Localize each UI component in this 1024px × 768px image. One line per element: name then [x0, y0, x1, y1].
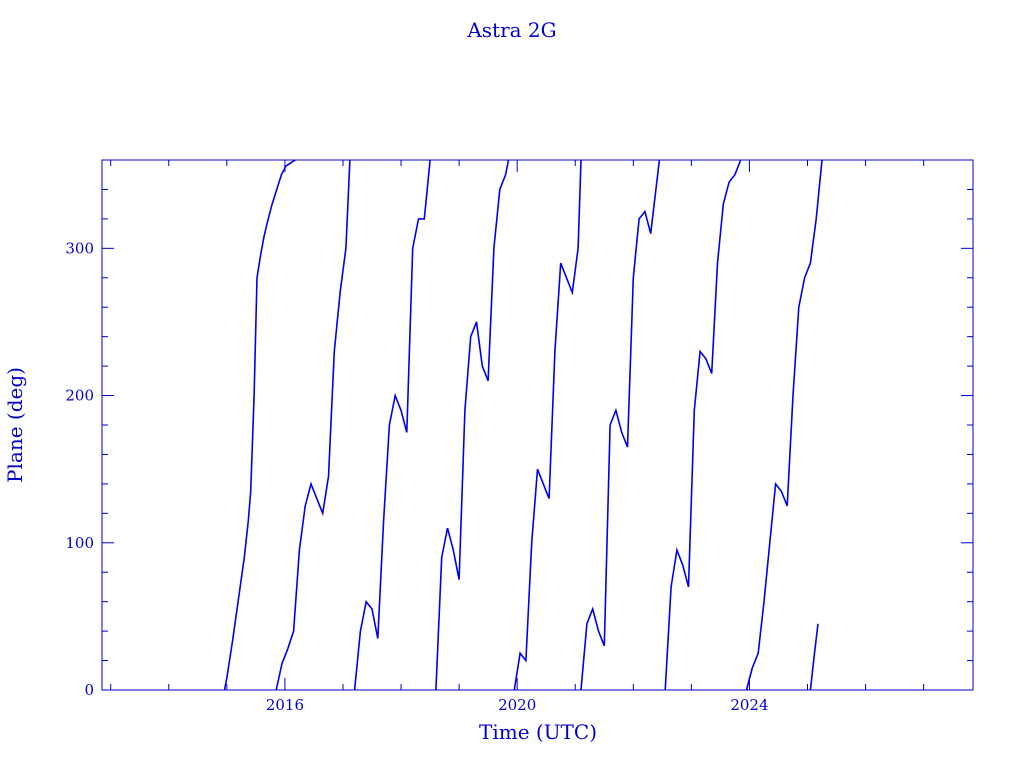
x-tick-label: 2020	[498, 696, 536, 714]
series-line-3	[353, 159, 431, 691]
series-line-9	[809, 623, 819, 691]
series-line-6	[580, 159, 661, 691]
y-tick-label: 300	[65, 239, 94, 257]
series-line-5	[513, 159, 582, 691]
plot-frame	[101, 159, 974, 691]
y-axis-label: Plane (deg)	[3, 367, 27, 483]
series-line-2	[275, 159, 351, 691]
x-tick-label: 2016	[266, 696, 304, 714]
axis-ticks: 2016 2020 2024 0 100 200 300	[65, 159, 973, 714]
series-line-8	[745, 159, 823, 691]
plot-data	[223, 159, 823, 691]
x-tick-label: 2024	[730, 696, 768, 714]
chart-title: Astra 2G	[466, 18, 556, 42]
series-line-1	[223, 159, 296, 691]
y-tick-label: 200	[65, 387, 94, 405]
y-tick-label: 100	[65, 534, 94, 552]
x-axis-label: Time (UTC)	[479, 720, 597, 744]
y-tick-label: 0	[84, 681, 94, 699]
series-line-7	[664, 159, 742, 691]
series-line-4	[435, 159, 510, 691]
